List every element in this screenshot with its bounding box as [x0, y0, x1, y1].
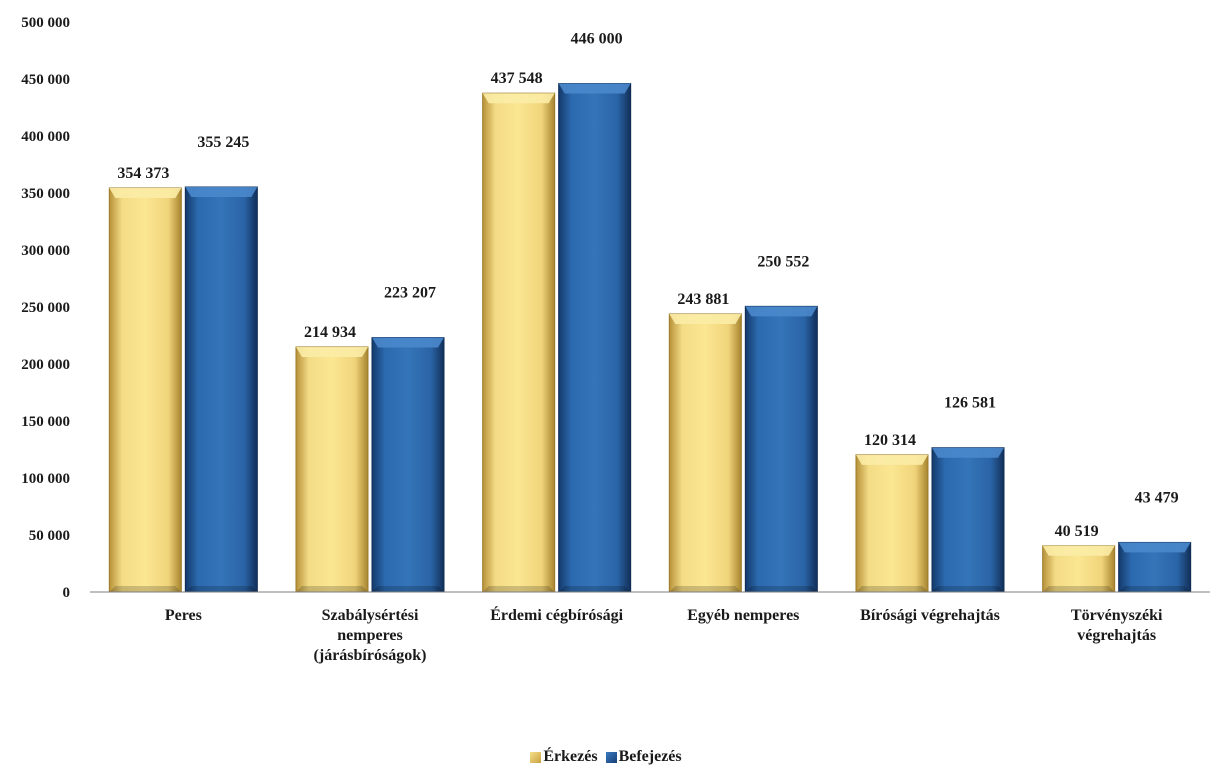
bar-erkezes [108, 187, 182, 593]
x-tick-label: Törvényszéki [1071, 607, 1163, 624]
bar-befejezes [371, 337, 445, 593]
legend: Érkezés Befejezés [0, 748, 1212, 768]
bar-befejezes [184, 186, 258, 593]
bar-befejezes [1118, 541, 1192, 593]
bars: 354 373 355 245 214 934 223 207 437 548 446 0… [108, 31, 1192, 593]
bar-befejezes [558, 83, 632, 593]
x-tick-label: Szabálysértési [322, 607, 419, 624]
data-label: 354 373 [117, 165, 169, 182]
data-label: 43 479 [1135, 489, 1179, 506]
legend-item-erkezes: Érkezés [530, 748, 598, 766]
data-label: 223 207 [384, 285, 436, 302]
bar-befejezes [931, 447, 1005, 593]
bar-erkezes [855, 454, 929, 593]
y-tick-label: 0 [63, 585, 71, 601]
data-label: 437 548 [491, 70, 543, 87]
y-tick-label: 50 000 [29, 528, 70, 544]
x-tick-label: Bírósági végrehajtás [860, 607, 1000, 624]
y-tick-label: 350 000 [21, 186, 70, 202]
legend-label-befejezes: Befejezés [618, 748, 682, 765]
data-label: 243 881 [677, 291, 729, 308]
bar-erkezes [668, 313, 742, 593]
y-tick-label: 100 000 [21, 471, 70, 487]
x-tick-label: Érdemi cégbírósági [490, 605, 623, 624]
x-axis: Peres Szabálysértési nemperes (járásbíróság… [90, 591, 1210, 664]
bar-erkezes [295, 346, 369, 593]
bar-erkezes [482, 92, 556, 593]
bar-erkezes [1042, 545, 1116, 593]
y-axis: 0 50 000 100 000 150 000 200 000 250 000 300 0… [21, 15, 70, 601]
data-label: 250 552 [757, 253, 809, 270]
y-tick-label: 250 000 [21, 300, 70, 316]
y-tick-label: 200 000 [21, 357, 70, 373]
data-label: 355 245 [197, 134, 249, 151]
y-tick-label: 450 000 [21, 72, 70, 88]
y-tick-label: 500 000 [21, 15, 70, 31]
legend-item-befejezes: Befejezés [605, 748, 682, 766]
legend-swatch-befejezes [605, 751, 617, 763]
data-label: 446 000 [571, 31, 623, 48]
legend-swatch-erkezes [530, 751, 542, 763]
x-tick-label: nemperes [337, 627, 402, 644]
data-label: 120 314 [864, 432, 916, 449]
y-tick-label: 300 000 [21, 243, 70, 259]
x-tick-label: Peres [165, 607, 202, 624]
data-label: 126 581 [944, 395, 996, 412]
bar-befejezes [744, 305, 818, 593]
x-tick-label: végrehajtás [1077, 627, 1156, 644]
y-tick-label: 150 000 [21, 414, 70, 430]
x-tick-label: Egyéb nemperes [687, 607, 799, 624]
y-tick-label: 400 000 [21, 129, 70, 145]
data-label: 214 934 [304, 324, 356, 341]
legend-label-erkezes: Érkezés [543, 748, 598, 765]
data-label: 40 519 [1055, 523, 1099, 540]
x-tick-label: (járásbíróságok) [314, 647, 427, 664]
